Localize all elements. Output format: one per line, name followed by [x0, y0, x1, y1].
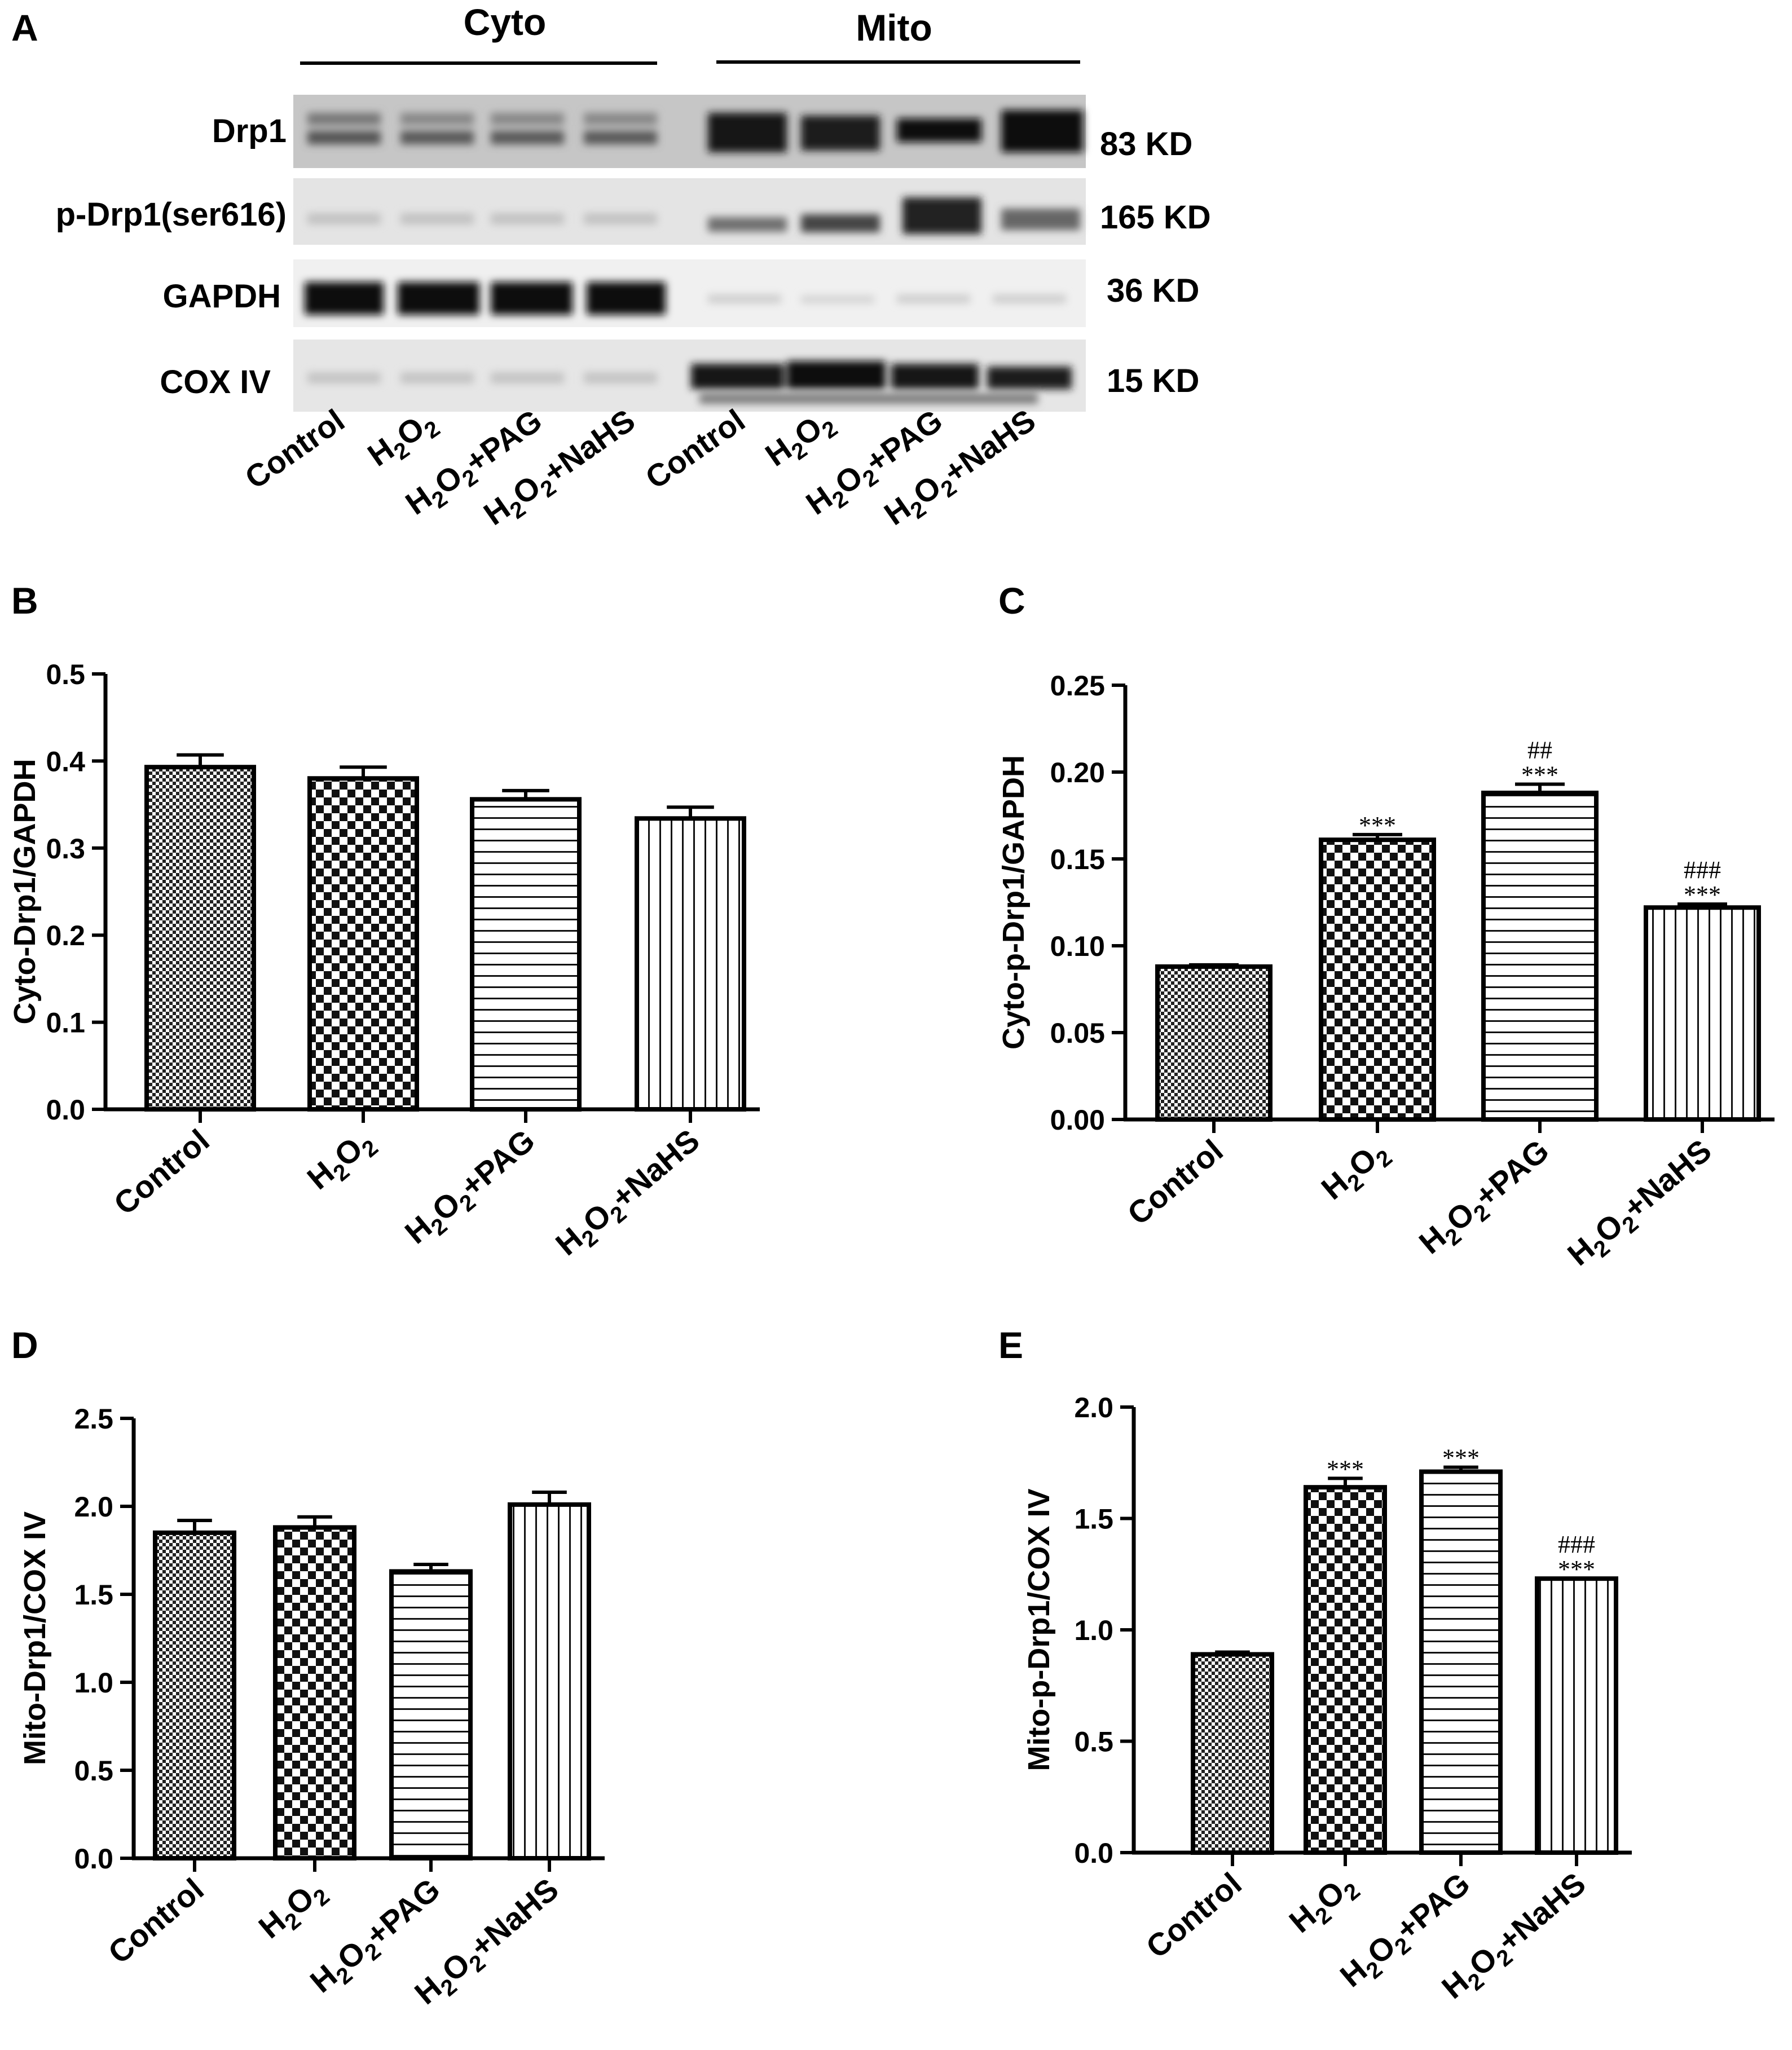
bar-h2o2: [307, 776, 419, 1112]
y-tick-label: 0.05: [1050, 1017, 1105, 1049]
x-tick-label-h2o2: H2​O2​: [1315, 1132, 1397, 1211]
significance-label: ###: [1558, 1531, 1595, 1558]
western-blot-panel: Cyto Mito: [56, 1, 1211, 532]
bar-control: [144, 765, 256, 1112]
size-label-drp1: 83 KD: [1100, 126, 1192, 162]
y-tick-label: 0.25: [1050, 670, 1105, 702]
chart-panel-b: 0.0 0.1 0.2 0.3 0.4 0.5 Cyto-Drp1/GAPDH Control…: [8, 659, 760, 1267]
significance-label: ***: [1442, 1444, 1480, 1472]
x-tick-label-h2o2-nahs: H2​O2​+NaHS: [1561, 1132, 1722, 1277]
y-tick-label: 0.5: [46, 659, 85, 690]
bar-h2o2-nahs: [508, 1502, 591, 1861]
significance-label: ***: [1684, 881, 1721, 909]
size-label-cox-iv: 15 KD: [1107, 363, 1199, 399]
significance-label: ***: [1359, 812, 1396, 839]
bands-cox-iv: [307, 361, 1072, 404]
y-tick-label: 2.0: [74, 1491, 113, 1523]
y-tick-label: 0.0: [46, 1094, 85, 1126]
size-label-gapdh: 36 KD: [1107, 272, 1199, 309]
bar-h2o2: [1319, 837, 1436, 1122]
bar-h2o2-pag: [1481, 790, 1599, 1122]
lane-label-mito-h2o2: H2​O2​: [759, 402, 842, 478]
bar-h2o2-pag: [389, 1569, 473, 1861]
panel-letter-e: E: [998, 1324, 1023, 1366]
bar-h2o2-pag: [1419, 1469, 1503, 1855]
row-label-drp1: Drp1: [212, 113, 287, 149]
significance-label: ***: [1558, 1555, 1595, 1583]
lane-labels: Control H2​O2​H2​O2​+PAGH2​O2​+NaHSContro…: [239, 402, 1042, 532]
y-tick-label: 0.5: [1074, 1726, 1113, 1758]
bands-gapdh: [305, 282, 1066, 315]
bar-h2o2-nahs: [635, 816, 746, 1112]
row-label-cox-iv: COX IV: [160, 364, 271, 400]
bar-control: [1155, 964, 1273, 1122]
lane-label-mito-control: Control: [639, 402, 751, 496]
bar-control: [153, 1530, 236, 1861]
y-axis-label: Mito-Drp1/COX IV: [18, 1511, 52, 1765]
chart-panel-d: 0.0 0.5 1.0 1.5 2.0 2.5 Mito-Drp1/COX IV Contro…: [18, 1403, 605, 2011]
row-label-p-drp1: p-Drp1(ser616): [56, 196, 287, 233]
panel-letter-d: D: [11, 1324, 38, 1366]
panel-letter-c: C: [998, 580, 1025, 621]
significance-label: ###: [1684, 856, 1721, 884]
x-tick-label-h2o2-pag: H2​O2​+PAG: [398, 1122, 545, 1255]
x-tick-label-h2o2: H2​O2​: [252, 1871, 334, 1950]
size-label-p-drp1: 165 KD: [1100, 199, 1211, 236]
x-tick-label-h2o2-nahs: H2​O2​+NaHS: [549, 1122, 710, 1267]
bar-h2o2: [273, 1525, 356, 1861]
bar-h2o2-nahs: [1535, 1576, 1618, 1855]
group-label-cyto: Cyto: [464, 1, 547, 43]
y-tick-label: 1.5: [74, 1579, 113, 1611]
significance-label: ***: [1521, 761, 1558, 789]
significance-label: ***: [1327, 1455, 1364, 1483]
x-tick-label-control: Control: [1139, 1866, 1248, 1965]
y-tick-label: 0.4: [46, 746, 85, 777]
x-tick-label-h2o2: H2​O2​: [1283, 1866, 1365, 1945]
y-tick-label: 0.0: [1074, 1837, 1113, 1869]
y-tick-label: 0.0: [74, 1843, 113, 1875]
y-tick-label: 1.5: [1074, 1504, 1113, 1535]
y-axis-label: Mito-p-Drp1/COX IV: [1022, 1489, 1056, 1771]
y-tick-label: 2.5: [74, 1403, 113, 1435]
panel-letter-b: B: [11, 580, 38, 621]
y-tick-label: 0.15: [1050, 844, 1105, 875]
bands-drp1: [307, 110, 1083, 152]
x-tick-label-h2o2-pag: H2​O2​+PAG: [1412, 1132, 1560, 1266]
bar-h2o2-nahs: [1644, 905, 1761, 1122]
row-label-gapdh: GAPDH: [163, 278, 281, 315]
group-label-mito: Mito: [856, 7, 932, 49]
y-axis-label: Cyto-p-Drp1/GAPDH: [997, 755, 1031, 1050]
y-tick-label: 0.20: [1050, 757, 1105, 788]
bar-h2o2: [1304, 1485, 1387, 1855]
significance-label: ##: [1527, 737, 1552, 764]
bar-h2o2-pag: [470, 797, 582, 1112]
x-tick-label-h2o2: H2​O2​: [301, 1122, 383, 1201]
chart-panel-e: 0.0 0.5 1.0 1.5 2.0 Mito-p-Drp1/COX IV Control…: [1022, 1392, 1632, 2005]
lane-label-cyto-h2o2: H2​O2​: [361, 402, 444, 478]
y-tick-label: 1.0: [74, 1667, 113, 1699]
y-tick-label: 0.5: [74, 1755, 113, 1787]
x-tick-label-control: Control: [102, 1871, 210, 1970]
x-tick-label-control: Control: [107, 1122, 216, 1222]
y-tick-label: 0.10: [1050, 931, 1105, 962]
y-axis-label: Cyto-Drp1/GAPDH: [8, 759, 42, 1024]
chart-panel-c: 0.00 0.05 0.10 0.15 0.20 0.25 Cyto-p-Drp1/GAPD…: [997, 670, 1775, 1277]
y-tick-label: 2.0: [1074, 1392, 1113, 1423]
bands-p-drp1: [307, 197, 1080, 234]
lane-label-cyto-control: Control: [239, 402, 351, 496]
y-tick-label: 0.00: [1050, 1104, 1105, 1136]
y-tick-label: 0.2: [46, 920, 85, 951]
bar-control: [1191, 1652, 1274, 1855]
x-tick-label-control: Control: [1121, 1132, 1230, 1232]
panel-letter-a: A: [11, 7, 38, 49]
y-tick-label: 1.0: [1074, 1615, 1113, 1646]
y-tick-label: 0.3: [46, 833, 85, 865]
x-tick-label-h2o2-pag: H2​O2​+PAG: [303, 1871, 451, 2004]
y-tick-label: 0.1: [46, 1007, 85, 1039]
